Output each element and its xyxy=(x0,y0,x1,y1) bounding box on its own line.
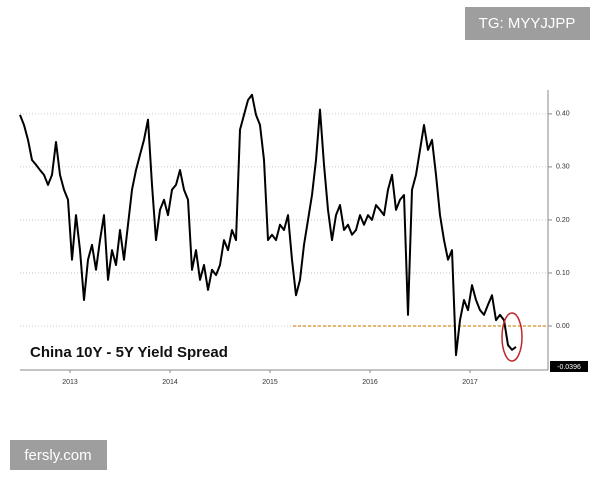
x-tick-label: 2015 xyxy=(262,379,278,386)
watermark: fersly.com xyxy=(24,447,91,464)
line-series xyxy=(19,93,517,357)
x-tick-label: 2016 xyxy=(362,379,378,386)
x-tick-label: 2017 xyxy=(462,379,478,386)
last-value-box xyxy=(550,360,588,372)
y-tick-label: 0.00 xyxy=(556,323,570,330)
y-tick-label: 0.40 xyxy=(556,111,570,118)
x-tick-label: 2013 xyxy=(62,379,78,386)
y-tick-label: 0.10 xyxy=(556,270,570,277)
chart-title: China 10Y - 5Y Yield Spread xyxy=(30,344,228,361)
y-tick-label: 0.20 xyxy=(556,217,570,224)
y-tick-label: 0.30 xyxy=(556,164,570,171)
watermark: TG: MYYJJPP xyxy=(479,15,576,32)
last-value-label: -0.0396 xyxy=(557,364,581,371)
watermark-box xyxy=(465,7,590,40)
watermark-box xyxy=(10,440,107,470)
highlight-circle xyxy=(501,312,523,362)
x-tick-label: 2014 xyxy=(162,379,178,386)
